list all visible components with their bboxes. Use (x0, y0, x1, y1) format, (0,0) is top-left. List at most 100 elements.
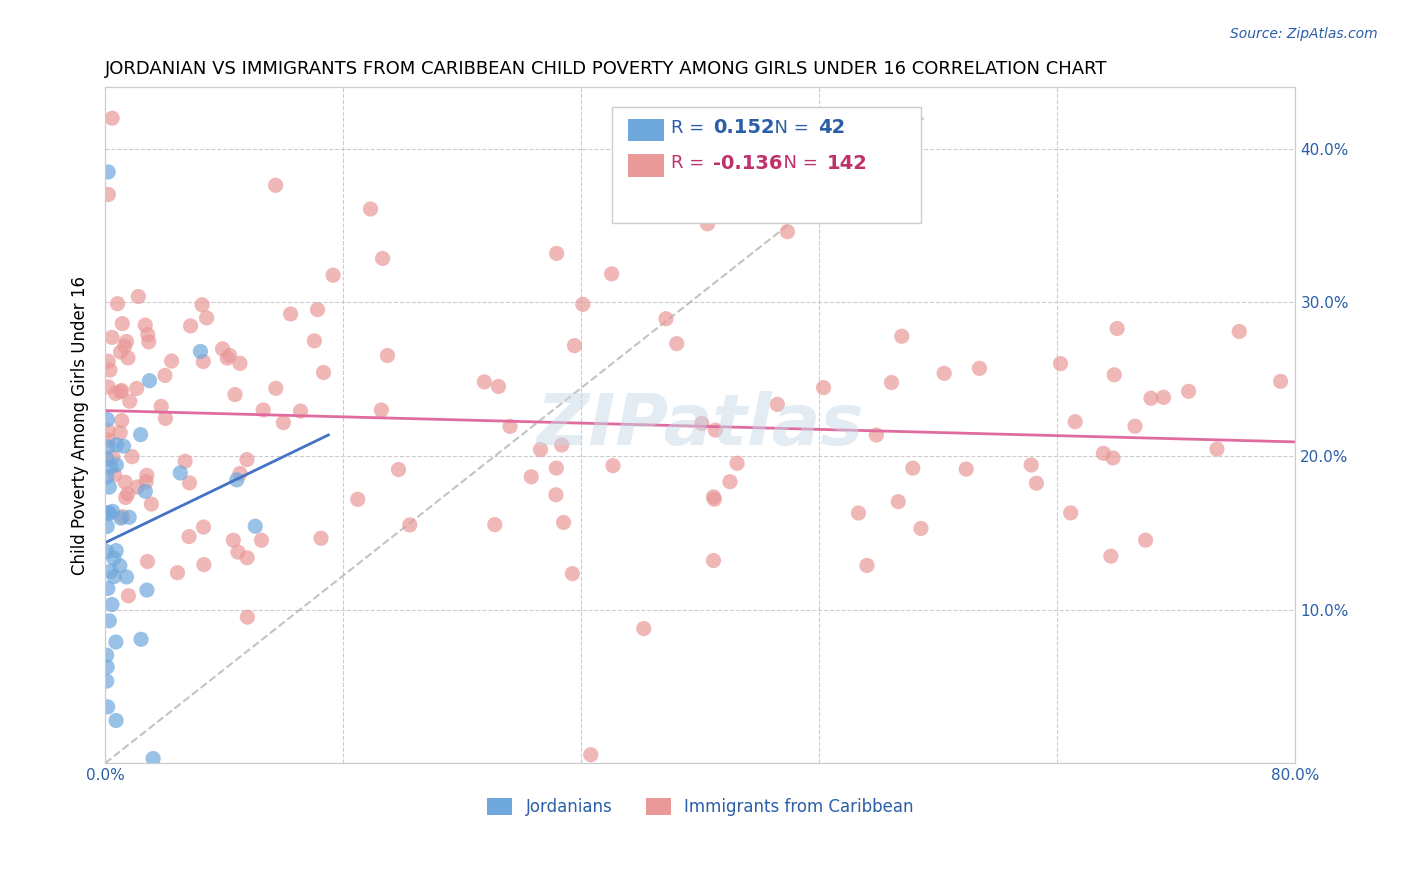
Immigrants from Caribbean (398, 517, 420, 532)
Immigrants from Caribbean (1152, 390, 1174, 404)
Immigrants from Caribbean (655, 311, 678, 326)
Immigrants from Caribbean (371, 252, 394, 266)
Immigrants from Caribbean (696, 217, 718, 231)
Immigrants from Caribbean (166, 566, 188, 580)
Immigrants from Caribbean (766, 397, 789, 411)
Immigrants from Caribbean (1227, 325, 1250, 339)
Jordanians (97, 440, 120, 454)
Immigrants from Caribbean (1270, 375, 1292, 389)
Immigrants from Caribbean (101, 330, 124, 344)
Immigrants from Caribbean (776, 225, 799, 239)
Immigrants from Caribbean (174, 454, 197, 468)
Immigrants from Caribbean (1206, 442, 1229, 456)
Immigrants from Caribbean (1140, 391, 1163, 405)
Immigrants from Caribbean (280, 307, 302, 321)
Immigrants from Caribbean (1102, 450, 1125, 465)
Jordanians (97, 582, 120, 596)
Jordanians (101, 598, 124, 612)
Text: 42: 42 (818, 118, 845, 137)
Immigrants from Caribbean (101, 112, 124, 126)
Immigrants from Caribbean (195, 310, 218, 325)
Immigrants from Caribbean (236, 452, 259, 467)
Jordanians (115, 570, 138, 584)
Immigrants from Caribbean (117, 351, 139, 365)
Jordanians (96, 519, 118, 533)
Immigrants from Caribbean (273, 416, 295, 430)
Immigrants from Caribbean (110, 384, 132, 399)
Immigrants from Caribbean (969, 361, 991, 376)
Immigrants from Caribbean (703, 492, 725, 507)
Jordanians (103, 569, 125, 583)
Immigrants from Caribbean (252, 403, 274, 417)
Jordanians (108, 558, 131, 573)
Jordanians (96, 674, 118, 689)
Text: N =: N = (763, 119, 815, 136)
Immigrants from Caribbean (136, 554, 159, 568)
Jordanians (100, 459, 122, 474)
Immigrants from Caribbean (880, 376, 903, 390)
Immigrants from Caribbean (114, 491, 136, 505)
Immigrants from Caribbean (561, 566, 583, 581)
Jordanians (129, 427, 152, 442)
Jordanians (98, 614, 121, 628)
Jordanians (96, 470, 118, 484)
Immigrants from Caribbean (103, 467, 125, 482)
Text: ZIPatlas: ZIPatlas (537, 391, 865, 459)
Immigrants from Caribbean (488, 379, 510, 393)
Immigrants from Caribbean (1064, 415, 1087, 429)
Immigrants from Caribbean (115, 334, 138, 349)
Immigrants from Caribbean (193, 354, 215, 368)
Immigrants from Caribbean (955, 462, 977, 476)
Immigrants from Caribbean (312, 366, 335, 380)
Text: N =: N = (772, 154, 824, 172)
Jordanians (169, 466, 191, 480)
Jordanians (97, 165, 120, 179)
Immigrants from Caribbean (224, 387, 246, 401)
Immigrants from Caribbean (1123, 419, 1146, 434)
Immigrants from Caribbean (117, 487, 139, 501)
Immigrants from Caribbean (1059, 506, 1081, 520)
Immigrants from Caribbean (346, 492, 368, 507)
Immigrants from Caribbean (690, 417, 713, 431)
Jordanians (142, 751, 165, 765)
Immigrants from Caribbean (121, 450, 143, 464)
Jordanians (138, 374, 160, 388)
Immigrants from Caribbean (856, 558, 879, 573)
Jordanians (100, 564, 122, 578)
Immigrants from Caribbean (150, 400, 173, 414)
Text: 142: 142 (827, 153, 868, 173)
Immigrants from Caribbean (111, 509, 134, 524)
Immigrants from Caribbean (118, 394, 141, 409)
Immigrants from Caribbean (177, 530, 200, 544)
Text: 0.152: 0.152 (713, 118, 775, 137)
Immigrants from Caribbean (546, 246, 568, 260)
Jordanians (104, 635, 127, 649)
Immigrants from Caribbean (264, 178, 287, 193)
Jordanians (96, 660, 118, 674)
Jordanians (96, 412, 118, 426)
Immigrants from Caribbean (553, 516, 575, 530)
Immigrants from Caribbean (250, 533, 273, 548)
Immigrants from Caribbean (135, 475, 157, 489)
Immigrants from Caribbean (1102, 368, 1125, 382)
Text: Source: ZipAtlas.com: Source: ZipAtlas.com (1230, 27, 1378, 41)
Immigrants from Caribbean (264, 381, 287, 395)
Y-axis label: Child Poverty Among Girls Under 16: Child Poverty Among Girls Under 16 (72, 276, 89, 574)
Immigrants from Caribbean (125, 381, 148, 395)
Jordanians (97, 506, 120, 520)
Immigrants from Caribbean (703, 490, 725, 504)
Immigrants from Caribbean (191, 298, 214, 312)
Immigrants from Caribbean (97, 380, 120, 394)
Immigrants from Caribbean (360, 202, 382, 216)
Immigrants from Caribbean (155, 411, 177, 425)
Immigrants from Caribbean (602, 458, 624, 473)
Immigrants from Caribbean (218, 348, 240, 362)
Immigrants from Caribbean (97, 433, 120, 447)
Immigrants from Caribbean (546, 461, 568, 475)
Immigrants from Caribbean (1107, 321, 1129, 335)
Immigrants from Caribbean (370, 403, 392, 417)
Immigrants from Caribbean (114, 475, 136, 490)
Immigrants from Caribbean (111, 317, 134, 331)
Jordanians (105, 543, 128, 558)
Immigrants from Caribbean (600, 267, 623, 281)
